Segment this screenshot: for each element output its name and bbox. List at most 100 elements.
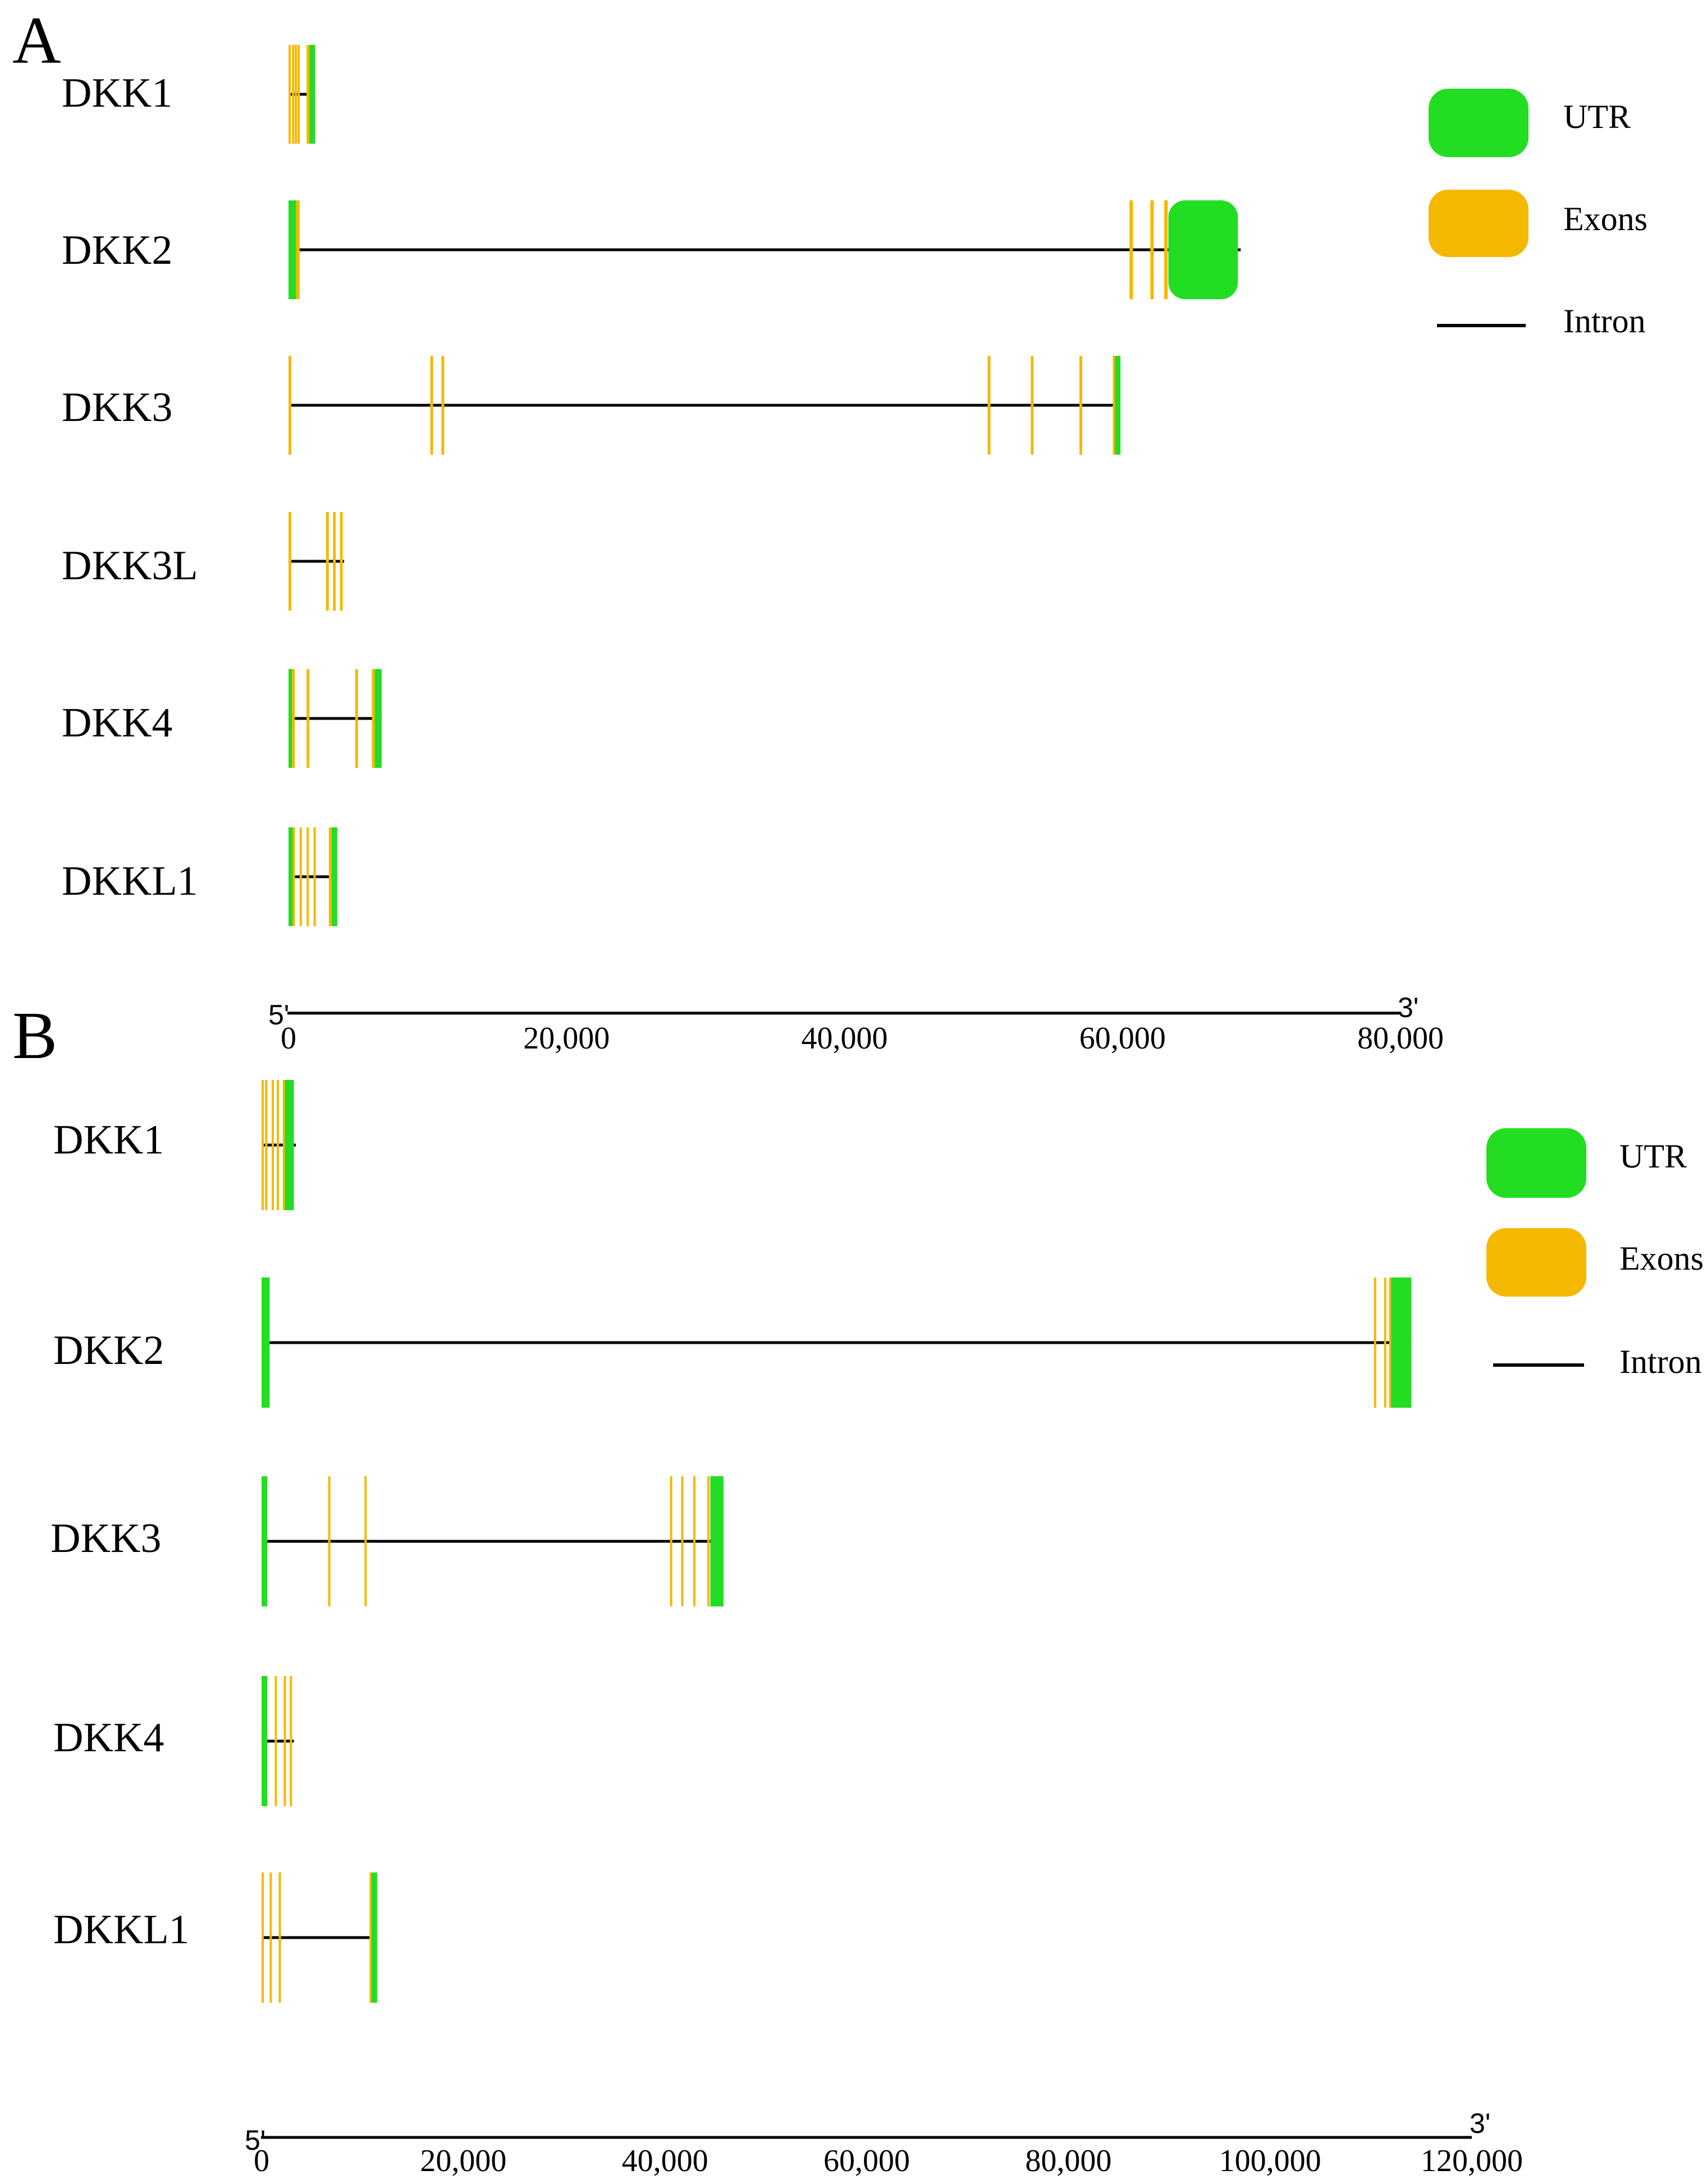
utr-block-a-dkkl1-6 [331,827,337,926]
exon-block-b-dkk3-5 [693,1476,695,1606]
legend-a-utr-swatch [1429,89,1528,157]
utr-block-a-dkk3-7 [1115,356,1121,455]
gene-track-b-dkk4 [262,1676,294,1806]
panel-a-genes: DKK1 DKK2 DKK3 DKK3L DKK4 DKKL1 [62,45,1241,926]
exon-block-a-dkkl1-1 [292,827,295,926]
exon-block-b-dkk2-3 [1389,1278,1392,1408]
exon-block-a-dkk3-3 [987,356,991,455]
legend-a-exons-swatch [1429,190,1528,257]
panel-b-genes: DKK1 DKK2 DKK3 DKK4 DKKL1 [51,1080,1412,2003]
exon-block-a-dkkl1-3 [306,827,309,926]
legend-a-exons-label: Exons [1563,200,1647,237]
gene-label-b-dkk2: DKK2 [53,1327,164,1373]
exon-block-b-dkk4-3 [290,1676,292,1806]
gene-label-a-dkk3l: DKK3L [62,543,198,589]
gene-track-b-dkk1 [262,1080,296,1210]
tick-label-b-80000: 80,000 [1025,2144,1111,2178]
exon-block-b-dkk3-6 [707,1476,710,1606]
exon-block-a-dkk3-2 [441,356,445,455]
gene-track-b-dkk2 [262,1278,1412,1408]
exon-block-b-dkk2-2 [1384,1278,1386,1408]
legend-b-utr-label: UTR [1619,1138,1687,1175]
utr-block-b-dkk2-4 [1391,1278,1412,1408]
exon-block-b-dkk4-2 [283,1676,286,1806]
exon-block-b-dkk3-1 [328,1476,331,1606]
panel-a-scale-axis: 5' 3' 0 20,000 40,000 60,000 80,000 [268,992,1444,1056]
gene-label-a-dkk3: DKK3 [62,384,172,431]
exon-block-a-dkk1-2 [295,45,298,144]
panel-b-legend: UTR Exons Intron [1486,1128,1704,1380]
utr-block-a-dkkl1-0 [289,827,294,926]
tick-label-b-20000: 20,000 [420,2144,506,2178]
exon-block-a-dkk1-1 [292,45,295,144]
exon-block-a-dkk4-4 [372,669,375,768]
gene-track-b-dkk3 [262,1476,724,1606]
tick-label-b-0: 0 [254,2144,269,2178]
gene-track-a-dkkl1 [289,827,337,926]
legend-a-intron-label: Intron [1563,303,1646,340]
tick-label-a-60000: 60,000 [1079,1021,1166,1056]
utr-block-b-dkk3-0 [262,1476,267,1606]
gene-label-b-dkk4: DKK4 [53,1715,164,1761]
exon-block-b-dkkl1-3 [369,1872,372,2003]
exon-block-b-dkk1-3 [276,1080,279,1210]
axis-b-three-prime-label: 3' [1470,2108,1490,2139]
exon-block-a-dkk3-1 [430,356,433,455]
tick-label-b-120000: 120,000 [1421,2144,1523,2178]
panel-a-legend: UTR Exons Intron [1429,89,1647,340]
exon-block-b-dkk3-3 [670,1476,672,1606]
gene-track-a-dkk2 [289,200,1241,299]
exon-block-b-dkk1-0 [262,1080,264,1210]
utr-block-a-dkk4-0 [289,669,294,768]
axis-b-tick-labels: 0 20,000 40,000 60,000 80,000 100,000 120,000 [254,2144,1523,2178]
utr-block-a-dkk2-0 [289,200,296,299]
tick-label-a-0: 0 [281,1021,296,1056]
exon-block-a-dkk3-0 [289,356,291,455]
utr-block-b-dkk4-0 [262,1676,267,1806]
utr-block-a-dkk2-5 [1168,200,1238,299]
gene-track-a-dkk3l [289,512,345,611]
exon-block-a-dkk3-5 [1079,356,1082,455]
gene-label-b-dkk1: DKK1 [53,1117,164,1163]
exon-block-a-dkk1-0 [289,45,291,144]
gene-label-b-dkk3: DKK3 [51,1515,161,1562]
exon-block-a-dkk4-2 [306,669,310,768]
exon-block-a-dkk3-6 [1113,356,1115,455]
gene-label-a-dkkl1: DKKL1 [62,858,198,904]
panel-b-label: B [12,998,57,1073]
exon-block-a-dkk1-4 [306,45,310,144]
exon-block-b-dkk1-4 [282,1080,285,1210]
exon-block-a-dkkl1-2 [299,827,302,926]
exon-block-a-dkk2-3 [1150,200,1154,299]
tick-label-b-100000: 100,000 [1219,2144,1321,2178]
exon-block-b-dkk2-1 [1374,1278,1376,1408]
legend-a-utr-label: UTR [1563,98,1631,135]
legend-b-utr-swatch [1486,1128,1586,1198]
gene-label-a-dkk2: DKK2 [62,227,172,273]
tick-label-a-80000: 80,000 [1357,1021,1444,1056]
legend-b-exons-swatch [1486,1228,1586,1297]
exon-block-a-dkk1-3 [298,45,300,144]
tick-label-a-40000: 40,000 [802,1021,888,1056]
legend-b-exons-label: Exons [1619,1240,1704,1277]
panel-b: B DKK1 DKK2 DKK3 DKK4 DKKL1 UTR Exons In… [12,998,1704,2178]
exon-block-a-dkkl1-4 [313,827,316,926]
tick-label-b-60000: 60,000 [823,2144,910,2178]
exon-block-a-dkkl1-5 [328,827,332,926]
panel-a: A DKK1 DKK2 DKK3 DKK3L DKK4 DKKL1 UTR Ex… [12,3,1647,1056]
utr-block-b-dkk2-0 [262,1278,270,1408]
exon-block-a-dkk3l-1 [326,512,329,611]
panel-b-scale-axis: 5' 3' 0 20,000 40,000 60,000 80,000 100,000 12… [245,2108,1523,2178]
exon-block-a-dkk2-4 [1164,200,1168,299]
exon-block-a-dkk2-2 [1129,200,1133,299]
gene-track-a-dkk1 [289,45,315,144]
exon-block-a-dkk3l-0 [289,512,291,611]
gene-label-b-dkkl1: DKKL1 [53,1907,190,1953]
exon-block-a-dkk4-1 [292,669,295,768]
axis-a-five-prime-label: 5' [268,999,289,1031]
gene-track-b-dkkl1 [262,1872,377,2003]
tick-label-b-40000: 40,000 [622,2144,708,2178]
utr-block-b-dkk1-5 [285,1080,294,1210]
panel-a-label: A [12,3,61,77]
